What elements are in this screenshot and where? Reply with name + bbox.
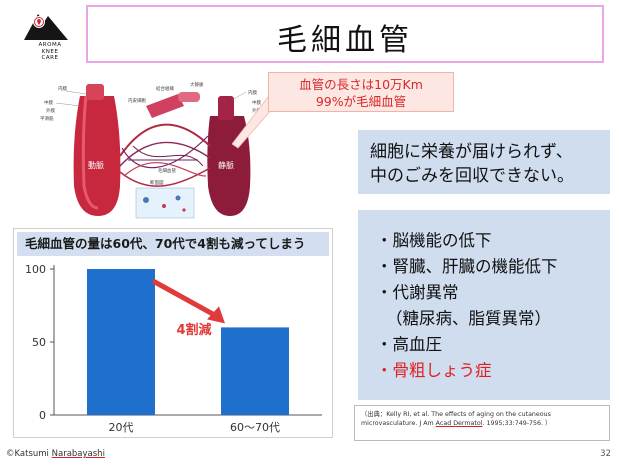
chart-bar	[221, 327, 289, 415]
decline-annotation: 4割減	[176, 322, 211, 338]
svg-text:毛細血管: 毛細血管	[158, 167, 176, 174]
svg-text:内皮細胞: 内皮細胞	[128, 97, 146, 104]
logo-wordmark: AROMA KNEE CARE	[22, 42, 78, 62]
info1-line-1: 細胞に栄養が届けられず、	[370, 142, 573, 162]
logo-line-aroma: AROMA	[38, 42, 62, 48]
page-title: 毛細血管	[277, 23, 413, 58]
symptom-list-box: ・脳機能の低下 ・腎臓、肝臓の機能低下 ・代謝異常 （糖尿病、脂質異常） ・高血…	[358, 210, 610, 400]
citation-part-1: （出典：Kelly RI, et al. The effects of agin…	[361, 411, 551, 427]
list-item: ・代謝異常	[376, 283, 459, 302]
chart-bar	[87, 269, 155, 415]
citation-box: （出典：Kelly RI, et al. The effects of agin…	[354, 405, 610, 441]
copyright-name: Narabayashi	[51, 449, 105, 459]
info1-line-2: 中のごみを回収できない。	[370, 166, 574, 186]
slide-title-box: 毛細血管	[86, 5, 604, 63]
list-item: ・腎臓、肝臓の機能低下	[376, 257, 558, 276]
svg-text:大静脈: 大静脈	[190, 81, 204, 88]
svg-text:内膜: 内膜	[248, 89, 257, 96]
logo-line-knee: KNEE	[41, 48, 59, 55]
svg-text:平滑筋: 平滑筋	[40, 115, 54, 122]
callout-line-2: 99%が毛細血管	[315, 94, 407, 109]
bar-chart: 0 50 100 20代 60～70代 4割減	[25, 263, 322, 434]
nutrient-info-box: 細胞に栄養が届けられず、 中のごみを回収できない。	[358, 130, 610, 194]
mountain-logo-icon	[24, 14, 68, 40]
citation-journal: Acad Dermatol	[435, 420, 483, 427]
svg-text:結合組織: 結合組織	[156, 85, 174, 92]
chart-title: 毛細血管の量は60代、70代で4割も減ってしまう	[17, 232, 329, 256]
svg-text:断面図: 断面図	[150, 179, 164, 186]
y-tick-label: 100	[25, 263, 46, 276]
list-item-highlight: ・骨粗しょう症	[376, 361, 492, 380]
svg-text:外膜: 外膜	[46, 107, 55, 114]
svg-text:中膜: 中膜	[44, 99, 53, 106]
list-item: ・脳機能の低下	[376, 231, 492, 250]
citation-part-2: . 1995;33:749-756. ）	[482, 420, 552, 427]
svg-text:中膜: 中膜	[252, 99, 261, 106]
svg-text:内膜: 内膜	[58, 85, 67, 92]
copyright-notice: ©Katsumi Narabayashi	[6, 449, 105, 459]
capillary-chart-panel: 毛細血管の量は60代、70代で4割も減ってしまう 0 50 100 20代 60～70代…	[13, 228, 333, 438]
y-tick-label: 0	[39, 409, 46, 422]
logo-line-care: CARE	[41, 55, 59, 61]
svg-text:外膜: 外膜	[252, 107, 261, 114]
y-tick-label: 50	[32, 336, 46, 349]
vessel-illustration: 動脈 静脈 内膜 中膜 外膜 平滑筋 内皮細胞 結合組織 大静脈 内膜 中膜 外…	[40, 81, 261, 219]
list-item: ・高血圧	[376, 335, 442, 354]
vein-label: 静脈	[218, 160, 234, 170]
artery-label: 動脈	[88, 160, 104, 170]
x-tick-label: 20代	[109, 421, 134, 434]
page-number: 32	[600, 449, 611, 459]
list-item: （糖尿病、脂質異常）	[386, 309, 551, 328]
vessel-length-callout: 血管の長さは10万Km 99%が毛細血管	[268, 72, 454, 112]
artery-top	[86, 84, 104, 100]
decline-arrow-shaft	[151, 278, 221, 320]
blood-vessel-diagram: 動脈 静脈 内膜 中膜 外膜 平滑筋 内皮細胞 結合組織 大静脈 内膜 中膜 外…	[38, 76, 288, 224]
brand-logo: AROMA KNEE CARE	[22, 8, 82, 66]
callout-line-1: 血管の長さは10万Km	[299, 77, 423, 92]
decline-arrow-head	[207, 306, 225, 324]
x-tick-label: 60～70代	[230, 421, 280, 434]
copyright-prefix: ©Katsumi	[6, 449, 52, 459]
